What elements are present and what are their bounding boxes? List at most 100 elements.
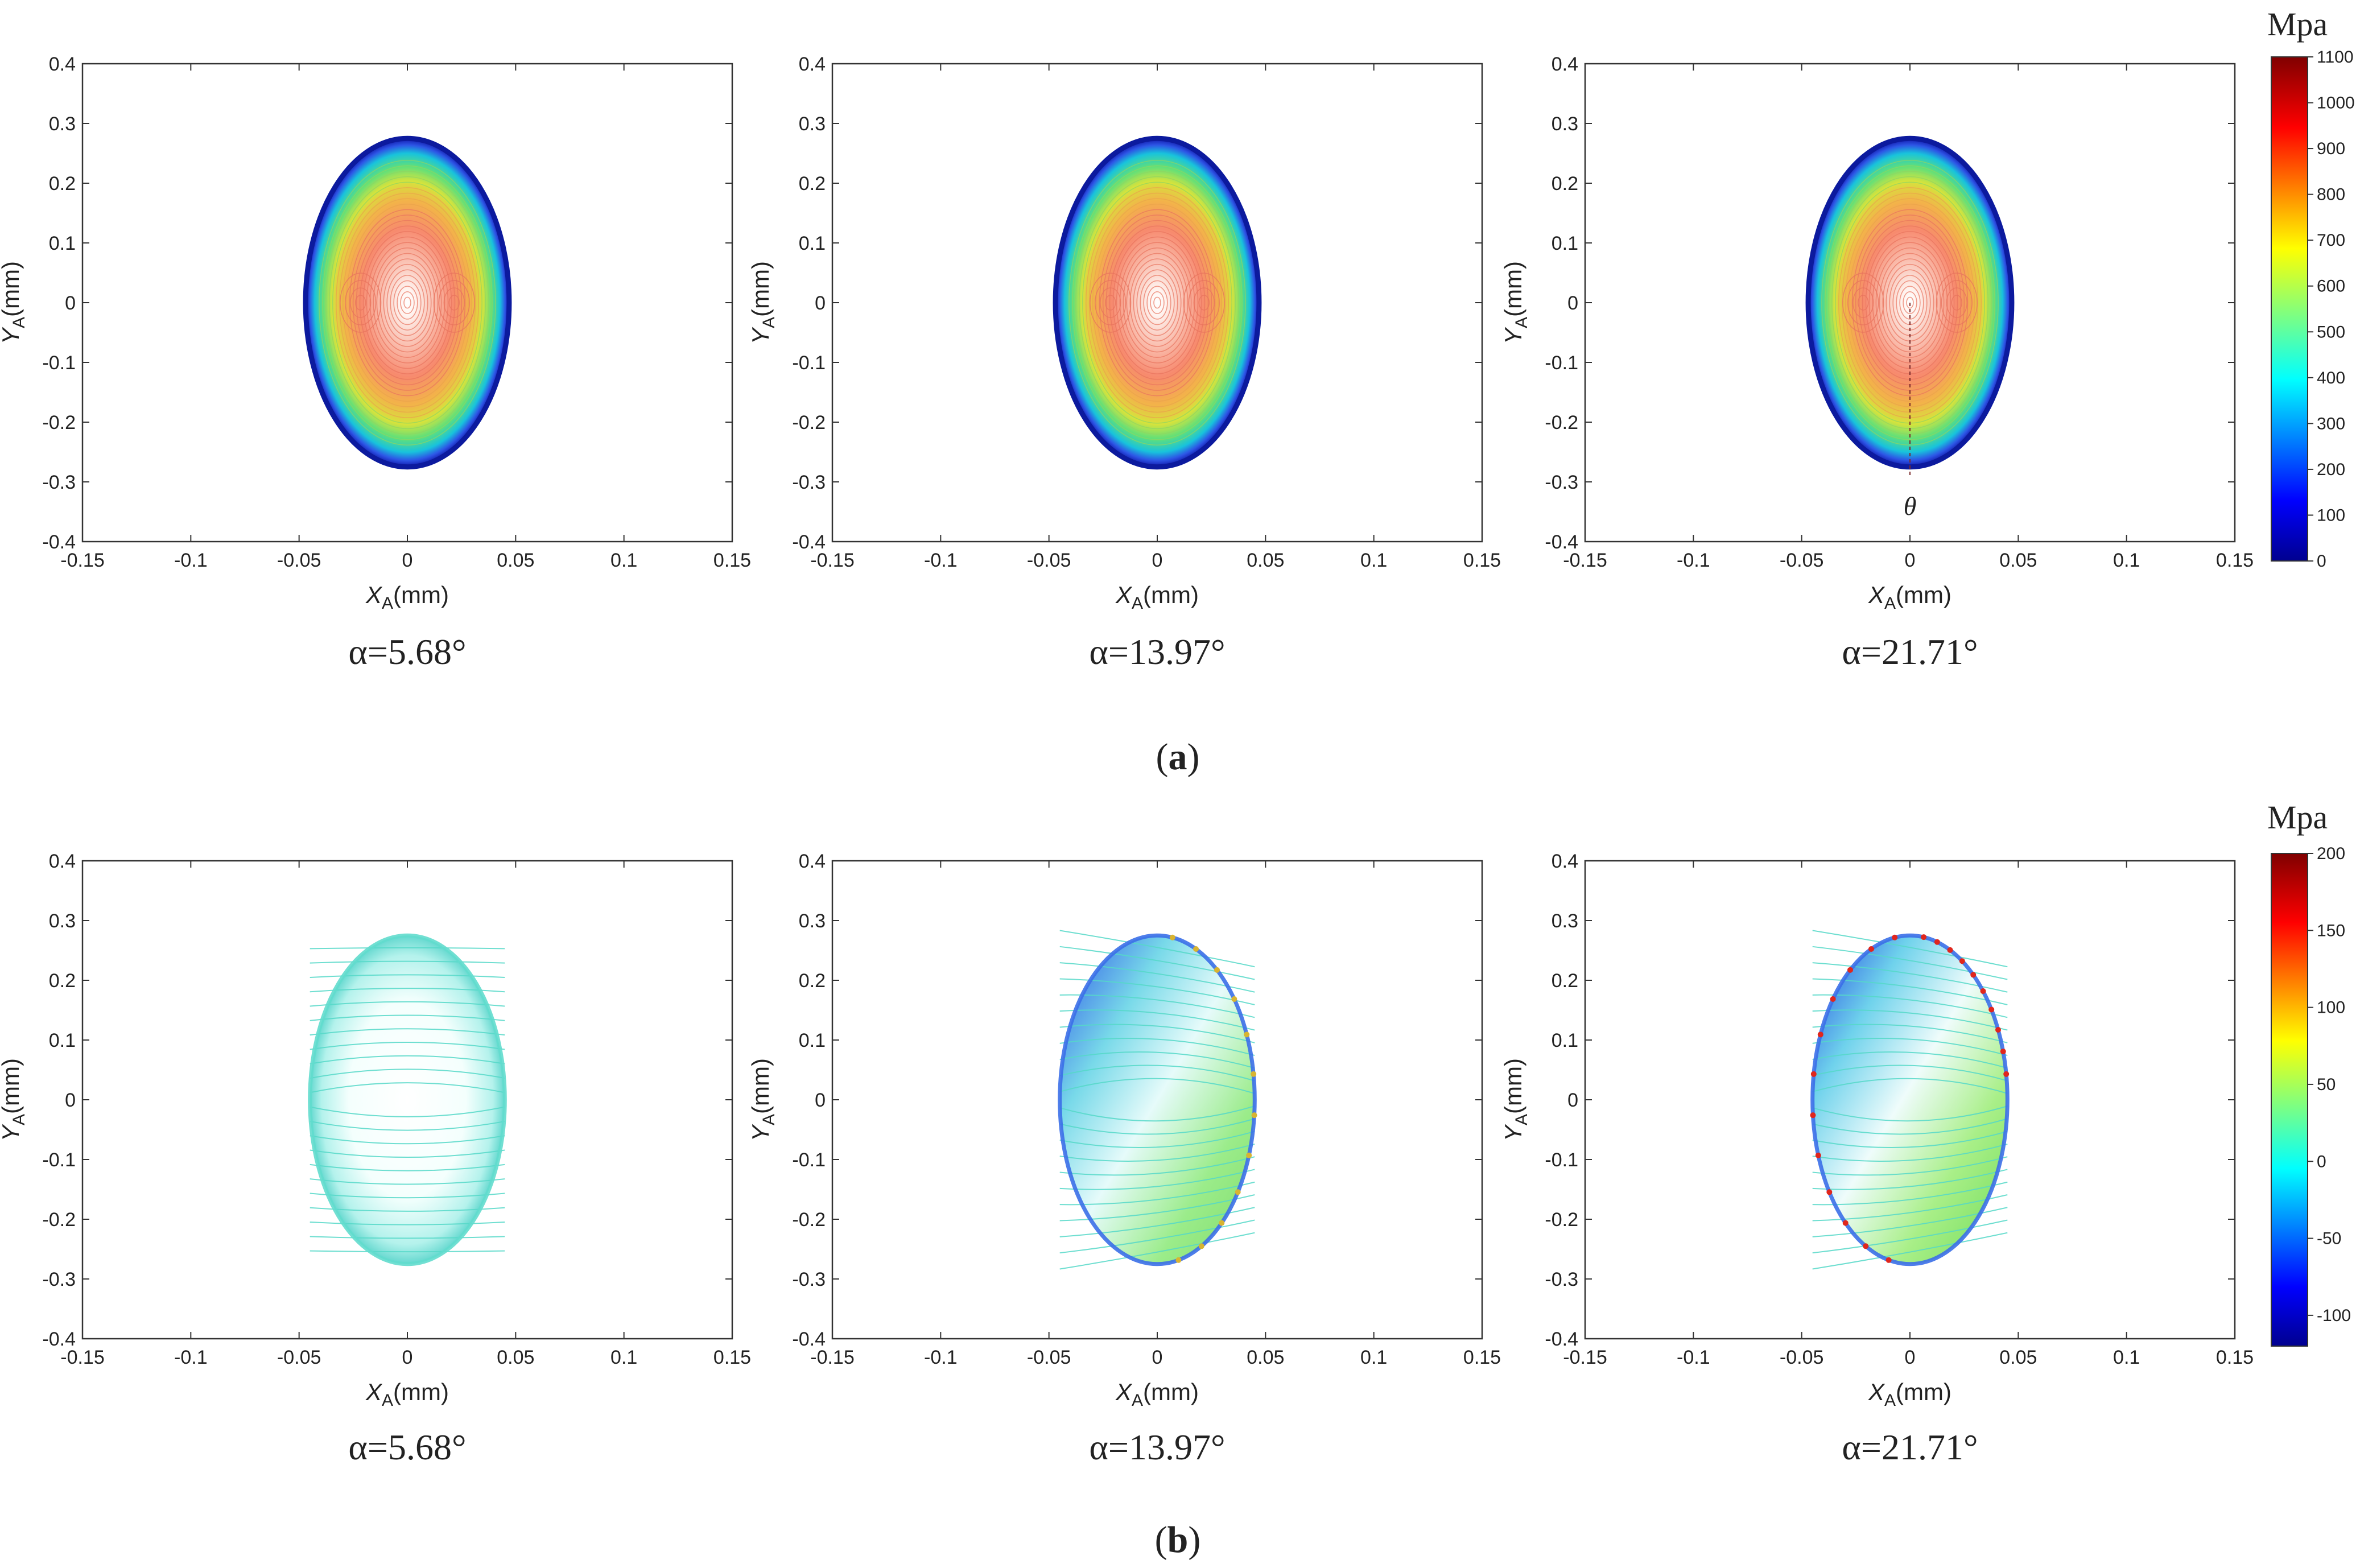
panel-b1-contour [310,1178,505,1185]
panel-a2-stress-fill [1055,138,1259,467]
panel-b1-x-tick-label: 0.15 [713,1347,751,1368]
panel-b1-y-tick-label: 0 [65,1090,76,1111]
panel-a1-y-tick-label: -0.4 [42,531,76,553]
panel-b1-contour [310,1082,505,1094]
panel-b3-rim-peak [2003,1071,2010,1077]
panel-b3-rim-peak [1817,1031,1823,1038]
panel-b3-contour [1812,994,2008,1018]
panel-a2-lobe-contour [1105,295,1116,311]
panel-b2-contour [1059,1105,1255,1122]
panel-b3-rim-peak [1810,1112,1816,1119]
panel-a3-y-tick-label: 0.2 [1552,173,1578,195]
panel-a2-x-tick-label: -0.05 [1027,550,1071,571]
panel-a3-x-tick-label: -0.1 [1677,550,1710,571]
panel-a1-x-tick-label: 0.15 [713,550,751,571]
panel-a1-lobe-contour [345,280,377,325]
panel-a1-contour [332,181,483,424]
panel-b1-x-tick-label: 0.05 [497,1347,534,1368]
panel-a1-contact-ellipse [303,135,512,470]
panel-a1-lobe-contour [355,295,366,311]
colorbar-tick-label: 600 [2317,277,2345,296]
panel-b3-contour [1812,1130,2008,1149]
panel-a2-contour [1088,192,1226,413]
panel-b1-contour [310,1055,505,1064]
panel-a3-lobe-contour [1842,273,1884,333]
panel-a3-contour [1845,198,1975,407]
panel-a2-lobe-contour [1188,280,1220,325]
panel-b2-contour [1059,1130,1255,1149]
panel-a1-contour [386,269,428,336]
panel-b1-alpha-caption: α=5.68° [348,1427,466,1467]
colorbar-b: Mpa 200 150 100 50 0 -50 -100 [2267,799,2351,1347]
panel-a3: θ-0.15 -0.1 -0.05 0 0.05 0.1 0.150.40.30.20.10… [1500,53,2254,672]
panel-b3-rim-peak [1810,1071,1817,1077]
panel-b1-contour [310,1236,505,1239]
panel-a2: -0.15 -0.1 -0.05 0 0.05 0.1 0.150.40.30.20.10-… [747,53,1501,672]
panel-a3-y-tick-label: 0 [1567,292,1578,314]
panel-b3-y-ticks: 0.4 0.3 0.2 0.1 0 -0.1 -0.2 -0.3 -0.4 [1545,851,2235,1350]
panel-a1-lobe-contour [350,287,372,318]
colorbar-tick-label: 100 [2317,998,2345,1017]
panel-b2-x-ticks: -0.15 -0.1 -0.05 0 0.05 0.1 0.15 [810,861,1501,1368]
panel-a3-x-axis-label: XA(mm) [1868,581,1951,613]
panel-b3-x-tick-label: 0.05 [1999,1347,2037,1368]
panel-b1-contour [310,1192,505,1199]
panel-b2-y-tick-label: 0.2 [799,970,826,992]
panel-b1-x-tick-label: 0.1 [610,1347,637,1368]
panel-a2-alpha-caption: α=13.97° [1089,632,1225,672]
panel-a2-contour [1072,165,1243,440]
panel-a1-contour [376,253,439,353]
panel-a2-y-tick-label: -0.1 [792,352,826,374]
panel-a2-contour [1136,269,1178,336]
panel-b1-contour [310,1149,505,1158]
colorbar-a-bar [2271,56,2308,562]
panel-b1: -0.15 -0.1 -0.05 0 0.05 0.1 0.150.40.30.20.10-… [0,851,751,1467]
panel-b2-rim-peak [1251,1112,1257,1119]
panel-a1-x-tick-label: 0.1 [610,550,637,571]
panel-b2-rim-peak [1198,1243,1204,1249]
panel-b2-y-tick-label: -0.4 [792,1328,826,1350]
panel-a3-lobe-contour [1941,280,1973,325]
panel-b2-contact-ellipse [1058,930,1257,1270]
colorbar-tick-label: 700 [2317,231,2345,250]
panel-a1: -0.15 -0.1 -0.05 0 0.05 0.1 0.150.40.30.20.10-… [0,53,751,672]
panel-b1-contour [310,1014,505,1021]
panel-a2-y-tick-label: -0.2 [792,412,826,434]
panel-a3-y-tick-label: -0.1 [1545,352,1578,374]
panel-a2-contour [1105,220,1209,386]
colorbar-tick-label: 200 [2317,844,2345,863]
panel-a2-contour [1068,159,1246,446]
panel-b3-stress-fill [1812,935,2008,1264]
panel-a3-y-tick-label: 0.4 [1552,53,1578,75]
panel-b1-contour [310,1135,505,1145]
panel-b1-contact-ellipse [308,933,507,1266]
panel-a3-y-tick-label: 0.1 [1552,233,1578,254]
panel-a3-x-tick-label: 0 [1905,550,1916,571]
panel-a1-contour [322,165,493,440]
panel-b1-contour [310,1163,505,1171]
panel-a1-y-tick-label: 0.3 [49,113,76,135]
panel-a3-contour [1825,165,1995,440]
panel-b2-contour [1059,1232,1255,1270]
colorbar-a-unit: Mpa [2267,6,2328,43]
panel-b2-contour [1059,930,1255,968]
panel-a2-contour [1102,214,1212,391]
panel-b3-contour [1812,1118,2008,1135]
panel-a2-x-axis-label: XA(mm) [1115,581,1199,613]
panel-b1-y-tick-label: -0.1 [42,1149,76,1171]
panel-a2-y-tick-label: 0.4 [799,53,826,75]
panel-a1-contour [342,198,473,407]
panel-a1-x-tick-label: -0.15 [60,550,105,571]
panel-a1-lobe-contour [340,273,382,333]
panel-a2-contour [1153,296,1161,309]
colorbar-tick-label: -100 [2317,1306,2351,1325]
panel-a3-y-tick-label: -0.4 [1545,531,1578,553]
panel-b3-contour [1812,1009,2008,1031]
panel-a3-alpha-caption: α=21.71° [1842,632,1978,672]
panel-b3-rim-peak [2000,1049,2006,1055]
panel-b1-contour [310,1106,505,1117]
panel-b3-rim-peak [1815,1152,1821,1158]
colorbar-b-bar [2271,853,2308,1347]
colorbar-tick-label: 400 [2317,369,2345,387]
